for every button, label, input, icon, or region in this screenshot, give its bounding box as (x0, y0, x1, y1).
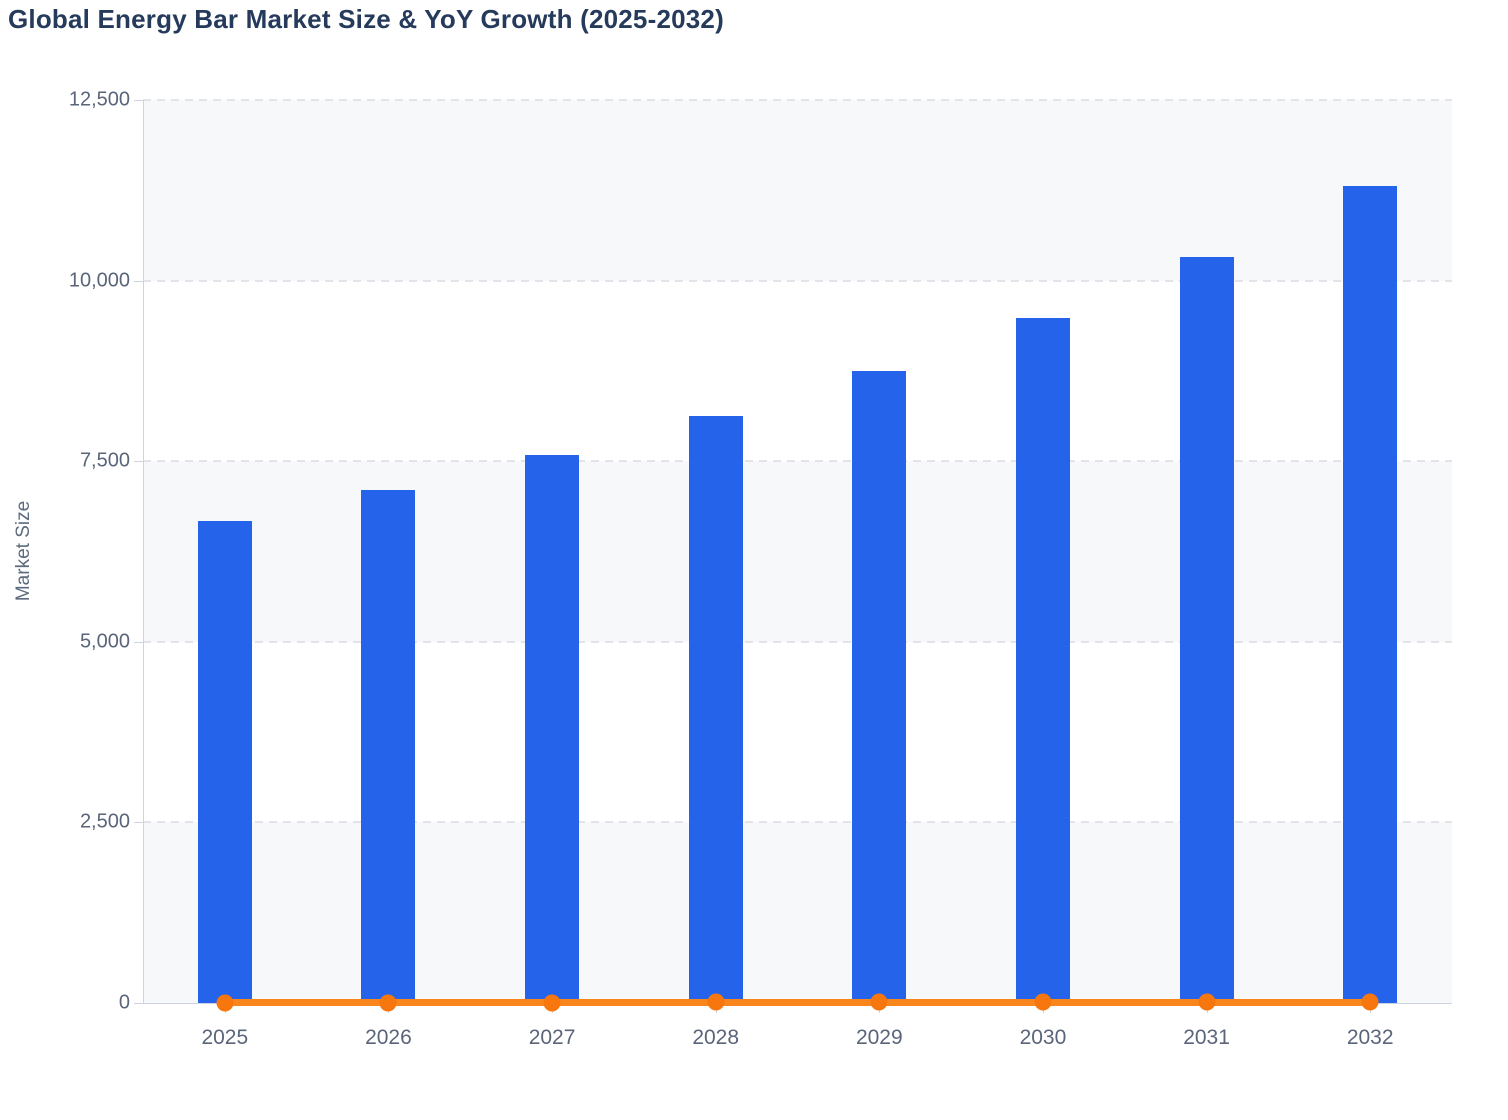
market-size-bar (688, 415, 743, 1003)
y-tick-label: 7,500 (79, 449, 130, 472)
yoy-growth-marker (870, 993, 888, 1011)
h-gridline (143, 279, 1452, 282)
y-axis-tick (134, 280, 143, 282)
market-size-bar (1343, 185, 1398, 1003)
y-axis-tick (134, 641, 143, 643)
y-axis-tick (134, 461, 143, 463)
yoy-growth-marker (216, 994, 234, 1012)
yoy-growth-marker (1361, 993, 1379, 1011)
yoy-growth-marker (1198, 993, 1216, 1011)
x-tick-label: 2031 (1183, 1026, 1230, 1049)
y-tick-label: 2,500 (79, 810, 130, 833)
y-axis-tick (134, 1003, 143, 1004)
y-axis-tick (134, 822, 143, 824)
x-tick-label: 2025 (201, 1026, 249, 1049)
plot-background-band (143, 280, 1452, 462)
y-tick-label: 10,000 (68, 269, 130, 292)
x-tick-label: 2028 (692, 1026, 740, 1049)
yoy-growth-marker (543, 994, 561, 1011)
h-gridline (143, 99, 1452, 101)
y-tick-label: 0 (118, 991, 130, 1014)
h-gridline (143, 821, 1452, 824)
plot-background-band (143, 100, 1452, 281)
x-tick-label: 2026 (365, 1026, 412, 1049)
market-size-bar (852, 370, 907, 1003)
h-gridline (143, 460, 1452, 463)
y-axis-line (143, 100, 144, 1003)
market-size-bar (525, 454, 580, 1003)
chart-title: Global Energy Bar Market Size & YoY Grow… (8, 4, 724, 34)
y-axis-tick (134, 100, 143, 101)
x-tick-label: 2032 (1346, 1026, 1394, 1049)
market-size-bar (1015, 318, 1070, 1003)
x-tick-label: 2029 (855, 1026, 903, 1049)
yoy-growth-marker (707, 993, 725, 1011)
y-tick-label: 5,000 (79, 630, 130, 653)
y-tick-label: 12,500 (68, 88, 130, 111)
h-gridline (143, 640, 1452, 643)
x-tick-label: 2030 (1019, 1026, 1067, 1049)
y-axis-title: Market Size (13, 500, 34, 602)
yoy-growth-line (224, 999, 1371, 1006)
plot-background-band (143, 641, 1452, 823)
plot-background-band (143, 822, 1452, 1003)
plot-background-band (143, 461, 1452, 642)
yoy-growth-marker (379, 994, 397, 1012)
x-tick-label: 2027 (528, 1026, 576, 1049)
market-size-bar (197, 521, 252, 1003)
yoy-growth-marker (1034, 993, 1052, 1011)
market-size-bar (1179, 256, 1234, 1003)
market-size-bar (361, 490, 416, 1003)
